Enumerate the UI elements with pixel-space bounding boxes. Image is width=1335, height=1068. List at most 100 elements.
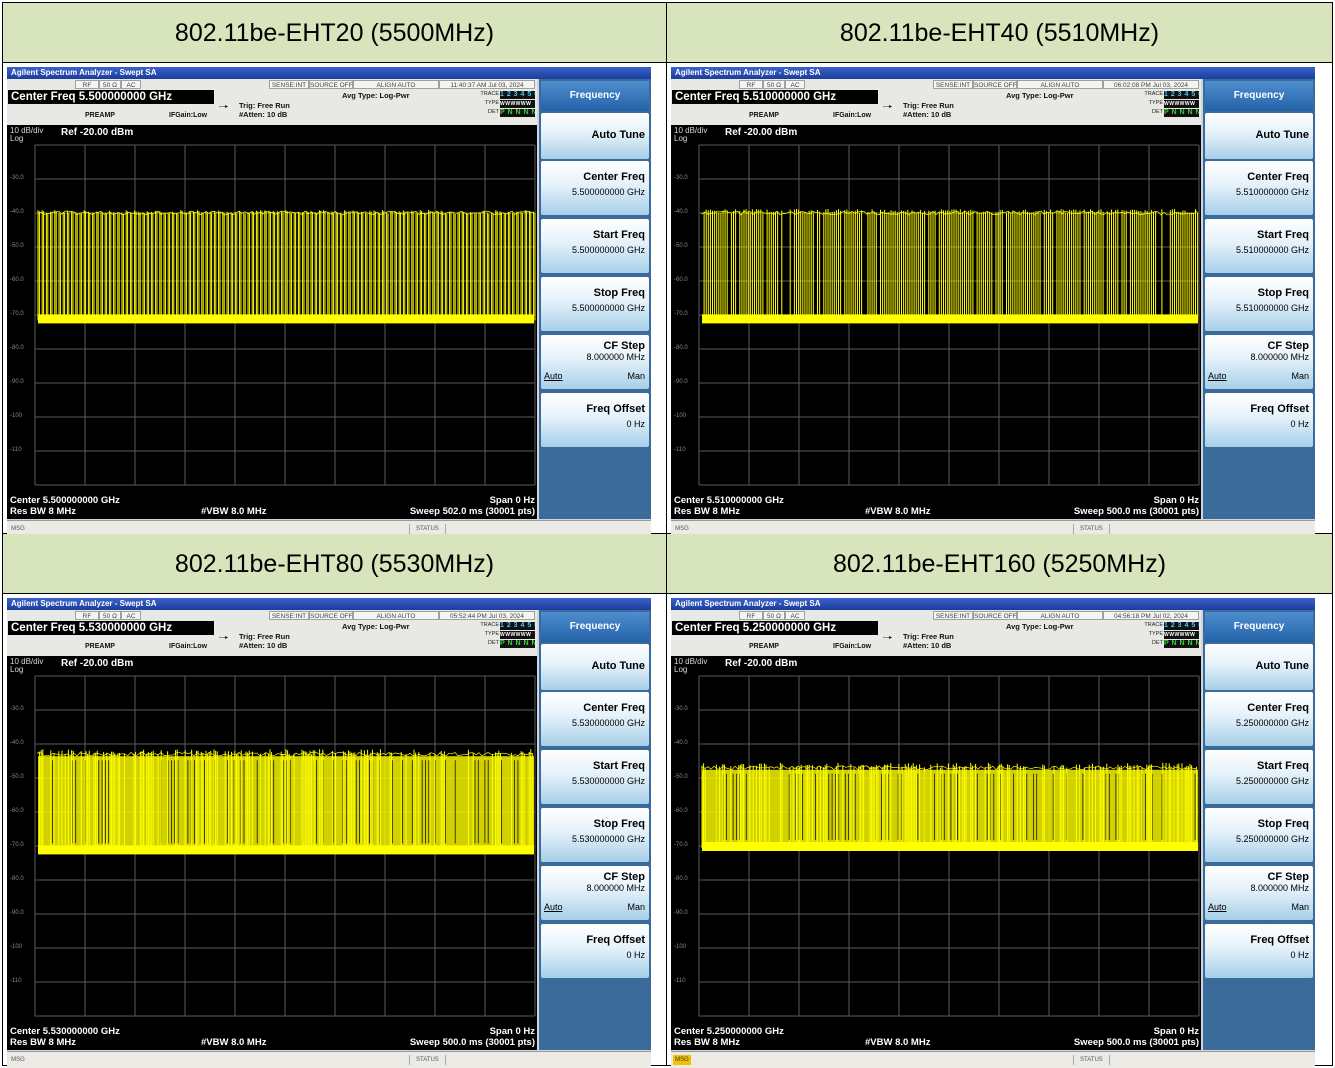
panel-heading: 802.11be-EHT20 (5500MHz) (3, 3, 667, 63)
auto-tune-key[interactable]: Auto Tune (541, 644, 649, 690)
y-tick-label: -80.0 (674, 876, 688, 882)
y-tick-label: -90.0 (674, 910, 688, 916)
cf-step-key-value: 8.000000 MHz (1250, 883, 1309, 893)
span-annotation: Span 0 Hz (1153, 495, 1199, 506)
cf-step-key[interactable]: CF Step 8.000000 MHz Auto Man (541, 335, 649, 389)
type-label: TYPE (1148, 631, 1163, 637)
trace-indicator: TRACE 1 2 3 4 5 6 TYPE WWWWWW DET P N N … (471, 91, 535, 121)
screenshot-cell: Agilent Spectrum Analyzer - Swept SA RF … (3, 63, 667, 537)
auto-tune-key[interactable]: Auto Tune (1205, 113, 1313, 159)
freq-offset-key-value: 0 Hz (1290, 419, 1309, 429)
timestamp: 05:52:44 PM Jul 03, 2024 (439, 611, 535, 620)
align-indicator: ALIGN AUTO (353, 611, 439, 620)
start-freq-key[interactable]: Start Freq 5.510000000 GHz (1205, 219, 1313, 273)
det-values: P N N N N N (1164, 109, 1199, 117)
ifgain-label: IFGain:Low (169, 643, 208, 650)
trace-bursts (703, 209, 1199, 321)
y-tick-label: -70.0 (674, 842, 688, 848)
avg-type: Avg Type: Log-Pwr (342, 91, 410, 100)
cf-step-key[interactable]: CF Step 8.000000 MHz Auto Man (1205, 335, 1313, 389)
center-freq-key-label: Center Freq (583, 171, 645, 183)
cf-step-auto: Auto (544, 902, 563, 912)
app-title-bar: Agilent Spectrum Analyzer - Swept SA (7, 67, 651, 79)
y-tick-label: -40.0 (10, 209, 24, 215)
source-indicator: SOURCE OFF (309, 611, 353, 620)
start-freq-key[interactable]: Start Freq 5.250000000 GHz (1205, 750, 1313, 804)
y-tick-label: -50.0 (674, 243, 688, 249)
auto-tune-key[interactable]: Auto Tune (1205, 644, 1313, 690)
cf-step-key-label: CF Step (1267, 871, 1309, 883)
cf-step-auto: Auto (544, 371, 563, 381)
freq-offset-key[interactable]: Freq Offset 0 Hz (1205, 393, 1313, 447)
center-freq-readout: Center Freq 5.500000000 GHz (8, 90, 214, 104)
y-tick-label: -80.0 (674, 345, 688, 351)
stop-freq-key[interactable]: Stop Freq 5.500000000 GHz (541, 277, 649, 331)
trigger-mode: Trig: Free Run (903, 101, 954, 110)
y-tick-label: -60.0 (10, 808, 24, 814)
type-values: WWWWWW (500, 631, 535, 639)
freq-offset-key-label: Freq Offset (586, 403, 645, 415)
start-freq-key[interactable]: Start Freq 5.530000000 GHz (541, 750, 649, 804)
freq-offset-key[interactable]: Freq Offset 0 Hz (541, 924, 649, 978)
cf-step-key[interactable]: CF Step 8.000000 MHz Auto Man (1205, 866, 1313, 920)
ifgain-label: IFGain:Low (169, 112, 208, 119)
cf-step-key-value: 8.000000 MHz (586, 883, 645, 893)
center-freq-key-label: Center Freq (1247, 171, 1309, 183)
center-freq-key[interactable]: Center Freq 5.500000000 GHz (541, 161, 649, 215)
cf-step-key-value: 8.000000 MHz (586, 352, 645, 362)
avg-type: Avg Type: Log-Pwr (342, 622, 410, 631)
y-tick-label: -100 (10, 944, 23, 950)
preamp-label: PREAMP (85, 112, 115, 119)
freq-offset-key[interactable]: Freq Offset 0 Hz (541, 393, 649, 447)
reference-level: Ref -20.00 dBm (61, 127, 134, 138)
attenuation: #Atten: 10 dB (903, 110, 952, 119)
stop-freq-key[interactable]: Stop Freq 5.530000000 GHz (541, 808, 649, 862)
stop-freq-key[interactable]: Stop Freq 5.250000000 GHz (1205, 808, 1313, 862)
type-label: TYPE (484, 100, 499, 106)
settings-bar: RF 50 Ω AC SENSE:INT SOURCE OFF ALIGN AU… (7, 610, 537, 656)
type-label: TYPE (1148, 100, 1163, 106)
rbw-annotation: Res BW 8 MHz (10, 1037, 76, 1048)
sense-indicator: SENSE:INT (933, 80, 973, 89)
freq-offset-key[interactable]: Freq Offset 0 Hz (1205, 924, 1313, 978)
auto-tune-label: Auto Tune (1255, 129, 1309, 141)
ifgain-label: IFGain:Low (833, 643, 872, 650)
avg-type: Avg Type: Log-Pwr (1006, 622, 1074, 631)
scale-per-div: 10 dB/div (674, 657, 708, 666)
y-tick-label: -30.0 (10, 175, 24, 181)
cf-step-key-value: 8.000000 MHz (1250, 352, 1309, 362)
trigger-arrow-icon: —▸ (219, 104, 229, 110)
sense-indicator: SENSE:INT (933, 611, 973, 620)
y-tick-label: -30.0 (10, 706, 24, 712)
center-freq-key[interactable]: Center Freq 5.250000000 GHz (1205, 692, 1313, 746)
screenshot-cell: Agilent Spectrum Analyzer - Swept SA RF … (3, 594, 667, 1068)
impedance-indicator: 50 Ω (99, 611, 121, 620)
impedance-indicator: 50 Ω (763, 80, 785, 89)
start-freq-key[interactable]: Start Freq 5.500000000 GHz (541, 219, 649, 273)
softkey-menu: Frequency Auto Tune Center Freq 5.5300000… (539, 610, 651, 1050)
rbw-annotation: Res BW 8 MHz (10, 506, 76, 517)
reference-level: Ref -20.00 dBm (61, 658, 134, 669)
y-tick-label: -100 (10, 413, 23, 419)
coupling-indicator: AC (785, 611, 805, 620)
center-freq-key[interactable]: Center Freq 5.510000000 GHz (1205, 161, 1313, 215)
y-tick-label: -80.0 (10, 876, 24, 882)
cf-step-key[interactable]: CF Step 8.000000 MHz Auto Man (541, 866, 649, 920)
y-tick-label: -50.0 (674, 774, 688, 780)
trace-indicator: TRACE 1 2 3 4 5 6 TYPE WWWWWW DET P N N … (471, 622, 535, 652)
center-freq-key[interactable]: Center Freq 5.530000000 GHz (541, 692, 649, 746)
y-tick-label: -30.0 (674, 175, 688, 181)
stop-freq-key-label: Stop Freq (593, 287, 645, 299)
freq-offset-key-value: 0 Hz (626, 419, 645, 429)
auto-tune-key[interactable]: Auto Tune (541, 113, 649, 159)
plot-area: 10 dB/div Log Ref -20.00 dBm -30.0 -40.0 -5… (671, 656, 1201, 1050)
app-title-bar: Agilent Spectrum Analyzer - Swept SA (671, 598, 1315, 610)
stop-freq-key[interactable]: Stop Freq 5.510000000 GHz (1205, 277, 1313, 331)
rbw-annotation: Res BW 8 MHz (674, 506, 740, 517)
y-tick-label: -60.0 (674, 808, 688, 814)
trace-bursts (701, 762, 1197, 848)
trigger-mode: Trig: Free Run (903, 632, 954, 641)
rf-indicator: RF (75, 80, 99, 89)
trace-numbers: 1 2 3 4 5 6 (500, 91, 535, 99)
timestamp: 06:02:08 PM Jul 03, 2024 (1103, 80, 1199, 89)
